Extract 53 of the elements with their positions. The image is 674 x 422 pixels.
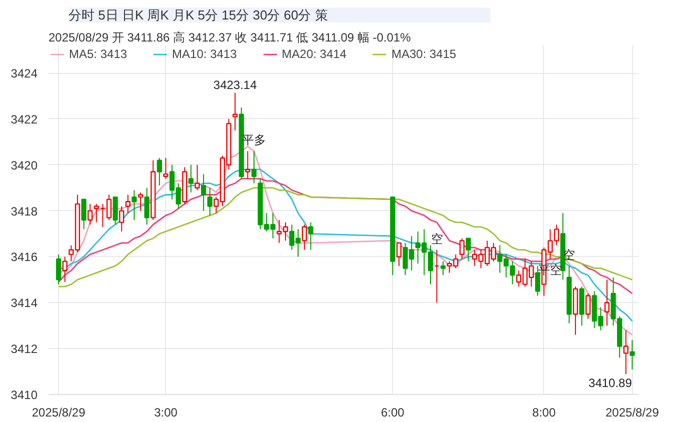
candlestick	[138, 192, 144, 212]
candlestick	[466, 238, 471, 262]
annotation: 3423.14	[213, 78, 258, 92]
candlestick	[119, 206, 124, 232]
x-tick-label: 3:00	[154, 406, 178, 420]
candlestick	[251, 150, 257, 184]
candlestick	[144, 187, 150, 226]
legend-label: MA5: 3413	[69, 47, 128, 61]
y-tick-label: 3412	[10, 342, 38, 356]
candlestick	[106, 194, 112, 220]
candlestick	[308, 222, 314, 250]
legend-label: MA10: 3413	[172, 47, 237, 61]
candlestick	[207, 187, 212, 216]
chart-subtitle: 2025/08/29 开 3411.86 高 3412.37 收 3411.71 低 3411.09 幅 -0.01%	[48, 30, 412, 44]
legend-label: MA30: 3415	[391, 47, 456, 61]
y-tick-label: 3416	[10, 250, 38, 264]
annotation: 空	[430, 232, 443, 246]
candlestick	[81, 198, 86, 230]
candlestick	[188, 164, 194, 193]
x-tick-label: 2025/8/29	[32, 406, 86, 420]
candlestick	[396, 242, 402, 266]
candlestick	[604, 279, 610, 326]
x-tick-label: 2025/8/29	[606, 406, 660, 420]
candlestick	[94, 203, 99, 223]
candlestick	[302, 224, 307, 250]
y-tick-label: 3424	[10, 66, 38, 81]
candlestick	[440, 260, 446, 276]
candlestick	[62, 256, 68, 282]
candlestick	[630, 340, 635, 370]
y-tick-label: 3414	[10, 296, 38, 310]
x-tick-label: 6:00	[380, 406, 405, 420]
candlestick	[201, 174, 206, 212]
candlestick	[125, 194, 130, 214]
y-tick-label: 3418	[10, 204, 38, 218]
candlestick	[245, 150, 250, 180]
candlestick	[586, 292, 591, 320]
y-tick-label: 3420	[10, 158, 38, 172]
legend-label: MA20: 3414	[282, 47, 346, 61]
candlestick	[623, 330, 628, 375]
x-tick-label: 8:00	[532, 406, 556, 420]
candlestick	[194, 164, 200, 191]
candlestick	[132, 190, 137, 220]
candlestick	[163, 158, 168, 180]
candlestick	[232, 92, 238, 131]
y-tick-label: 3410	[10, 388, 38, 402]
candlestick	[112, 196, 118, 226]
text: 分时 5日 日K 周K 月K 5分 15分 30分 60分 策	[68, 8, 328, 22]
annotation: 3410.89	[588, 376, 632, 390]
candlestick	[459, 238, 465, 260]
candlestick	[156, 158, 162, 186]
candlestick	[56, 254, 62, 285]
candlestick	[88, 203, 93, 226]
y-tick-label: 3422	[10, 112, 38, 126]
